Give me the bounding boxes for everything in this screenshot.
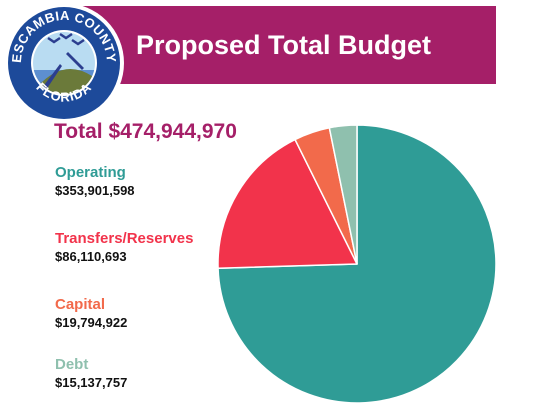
legend-value: $19,794,922 [55, 315, 128, 330]
legend-value: $15,137,757 [55, 375, 128, 390]
legend-value: $86,110,693 [55, 249, 127, 264]
county-seal-logo: ESCAMBIA COUNTY FLORIDA [4, 3, 124, 123]
pie-slice-transfers-reserves [217, 138, 358, 269]
legend-item-capital: Capital $19,794,922 [55, 295, 127, 332]
legend-label: Debt [55, 356, 89, 373]
budget-pie-chart [217, 124, 497, 404]
legend-item-transfers-reserves: Transfers/Reserves $86,110,693 [55, 229, 193, 266]
legend-item-operating: Operating $353,901,598 [55, 163, 135, 200]
legend-item-debt: Debt $15,137,757 [55, 355, 127, 392]
legend-label: Capital [55, 296, 106, 313]
legend-value: $353,901,598 [55, 183, 135, 198]
budget-total: Total $474,944,970 [54, 120, 237, 143]
legend-label: Operating [55, 164, 126, 181]
legend-label: Transfers/Reserves [55, 230, 194, 247]
pie-slice-operating [217, 124, 497, 404]
title-banner: Proposed Total Budget [64, 6, 496, 84]
pie-slice-debt [328, 124, 358, 265]
page-title: Proposed Total Budget [136, 30, 431, 60]
